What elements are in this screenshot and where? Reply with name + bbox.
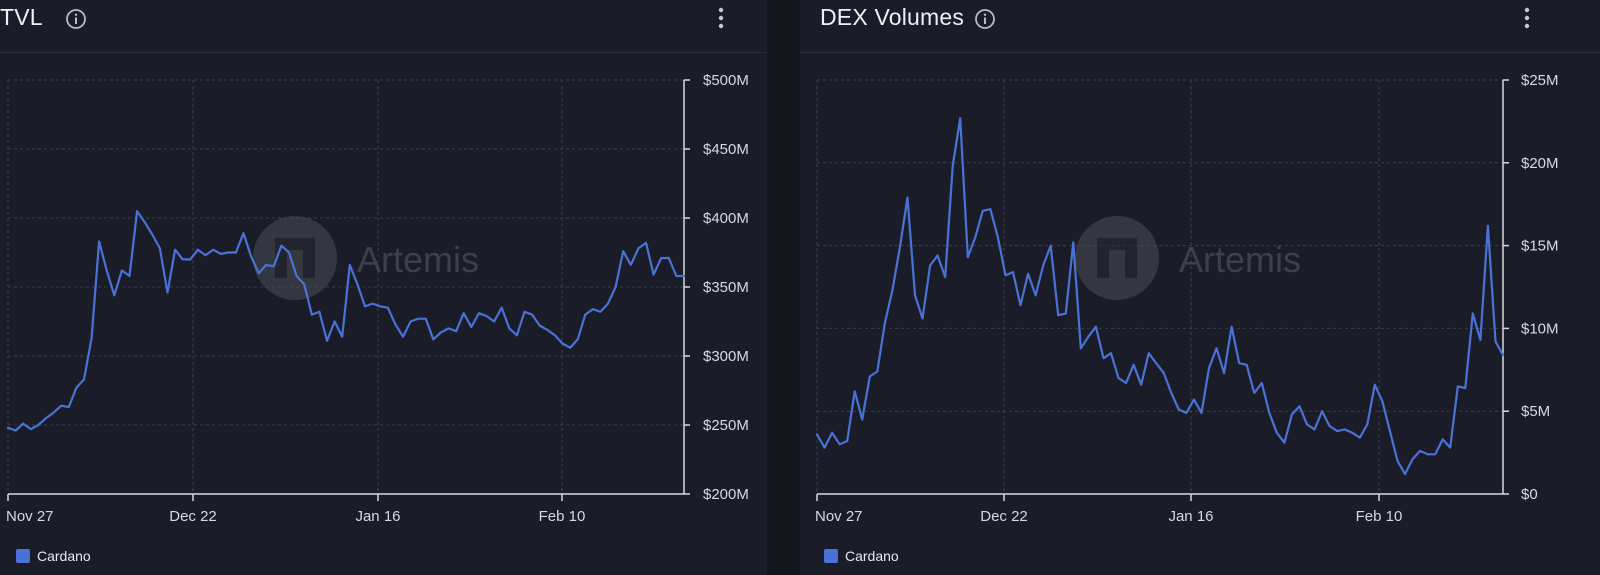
x-tick-label: Dec 22 bbox=[169, 508, 217, 525]
legend-label: Cardano bbox=[845, 548, 899, 564]
y-tick-label: $450M bbox=[703, 141, 749, 158]
panel-title: TVL bbox=[0, 4, 43, 30]
y-tick-label: $350M bbox=[703, 279, 749, 296]
y-tick-label: $10M bbox=[1521, 320, 1559, 337]
panel-header: DEX Volumes bbox=[800, 0, 1600, 53]
y-tick-label: $15M bbox=[1521, 238, 1559, 255]
y-tick-label: $200M bbox=[703, 486, 749, 503]
x-tick-label: Feb 10 bbox=[539, 508, 586, 525]
kebab-menu-icon[interactable] bbox=[716, 6, 726, 30]
dex-volumes-panel: DEX Volumes Artemis $0 $5M $10M $15M $20M $25M… bbox=[800, 0, 1600, 575]
artemis-watermark: Artemis bbox=[1075, 216, 1301, 300]
info-icon[interactable] bbox=[974, 8, 996, 30]
legend-swatch bbox=[824, 549, 838, 563]
kebab-menu-icon[interactable] bbox=[1522, 6, 1532, 30]
y-tick-label: $25M bbox=[1521, 72, 1559, 89]
legend[interactable]: Cardano bbox=[16, 547, 91, 565]
artemis-logo-icon bbox=[253, 216, 337, 300]
y-tick-label: $300M bbox=[703, 348, 749, 365]
panel-title: DEX Volumes bbox=[820, 4, 965, 30]
series-line-cardano bbox=[6, 210, 686, 432]
x-tick-label: Jan 16 bbox=[1168, 508, 1213, 525]
y-tick-label: $20M bbox=[1521, 155, 1559, 172]
y-tick-label: $250M bbox=[703, 417, 749, 434]
dex-volumes-chart: Artemis $0 $5M $10M $15M $20M $25M Nov 27 Dec 22… bbox=[815, 72, 1559, 525]
tvl-panel: TVL Artemis $200M $250M $300M $350M $400M $450… bbox=[0, 0, 767, 575]
tvl-chart: Artemis $200M $250M $300M $350M $400M $450M $50… bbox=[6, 72, 749, 525]
y-tick-label: $0 bbox=[1521, 486, 1538, 503]
info-icon[interactable] bbox=[65, 8, 87, 30]
y-tick-label: $5M bbox=[1521, 403, 1550, 420]
x-tick-label: Feb 10 bbox=[1356, 508, 1403, 525]
watermark-text: Artemis bbox=[357, 239, 479, 280]
legend-swatch bbox=[16, 549, 30, 563]
x-tick-label: Nov 27 bbox=[815, 508, 863, 525]
y-tick-label: $400M bbox=[703, 210, 749, 227]
legend[interactable]: Cardano bbox=[824, 547, 899, 565]
x-tick-label: Nov 27 bbox=[6, 508, 54, 525]
legend-label: Cardano bbox=[37, 548, 91, 564]
x-tick-label: Jan 16 bbox=[355, 508, 400, 525]
panel-header: TVL bbox=[0, 0, 767, 53]
panel-gap bbox=[767, 0, 800, 575]
x-tick-label: Dec 22 bbox=[980, 508, 1028, 525]
y-tick-label: $500M bbox=[703, 72, 749, 89]
artemis-logo-icon bbox=[1075, 216, 1159, 300]
watermark-text: Artemis bbox=[1179, 239, 1301, 280]
artemis-watermark: Artemis bbox=[253, 216, 479, 300]
series-line-cardano bbox=[815, 116, 1505, 476]
